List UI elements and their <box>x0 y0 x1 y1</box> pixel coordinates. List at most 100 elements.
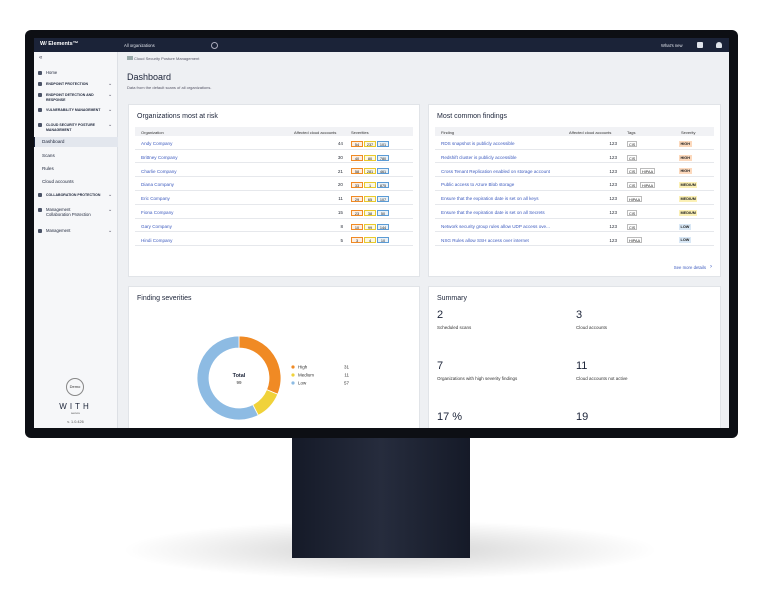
severity-badge: 875 <box>377 182 389 189</box>
nav-item[interactable]: Management <box>46 228 71 233</box>
donut-segment <box>238 335 282 395</box>
nav-icon <box>38 123 42 127</box>
severity-badge: 144 <box>377 223 389 230</box>
legend-value: 31 <box>344 365 350 370</box>
card-title: Most common findings <box>437 113 508 120</box>
nav-item[interactable]: ENDPOINT PROTECTION <box>46 82 89 86</box>
accounts: 123 <box>609 154 617 160</box>
donut-total: 99 <box>236 380 242 385</box>
nav-item[interactable]: Scans <box>42 153 55 158</box>
card-title: Organizations most at risk <box>137 113 218 120</box>
severity-badge: 58 <box>351 168 363 175</box>
severity-badge: 281 <box>364 168 376 175</box>
summary-label: Cloud accounts <box>576 325 608 330</box>
accounts: 5 <box>340 237 343 243</box>
nav-item[interactable]: ENDPOINT DETECTION AND RESPONSE <box>46 93 94 102</box>
column-header: Severity <box>681 129 696 135</box>
row-divider <box>435 162 714 163</box>
org-link[interactable]: Eric Company <box>141 196 170 202</box>
org-link[interactable]: Brittney Company <box>141 154 178 160</box>
finding-link[interactable]: NSG Rules allow SSH access over internet <box>441 237 529 243</box>
help-icon[interactable] <box>697 42 703 48</box>
version: v. 1.0.426 <box>67 420 84 424</box>
severity-badge: 38 <box>364 209 376 216</box>
accounts: 8 <box>340 223 343 229</box>
breadcrumb[interactable]: Cloud Security Posture Management <box>134 56 200 61</box>
row-divider <box>435 245 714 246</box>
nav-chevron: ⌄ <box>108 228 113 234</box>
logo: W/ Elements™ <box>40 41 79 47</box>
legend-swatch <box>291 373 295 377</box>
nav-icon <box>38 208 42 212</box>
legend-value: 57 <box>344 381 350 386</box>
summary-value: 17 % <box>437 411 463 423</box>
row-divider <box>435 189 714 191</box>
row-divider <box>135 176 413 177</box>
column-header: Finding <box>441 129 455 135</box>
row-divider <box>435 148 714 150</box>
severity-badge: 101 <box>377 140 389 147</box>
finding-link[interactable]: Network security group rules allow UDP a… <box>441 223 550 229</box>
severity-badge: HIGH <box>679 154 692 161</box>
nav-item[interactable]: Management <box>46 207 71 212</box>
accounts: 123 <box>609 237 617 243</box>
nav-item[interactable]: Home <box>46 70 58 75</box>
accounts: 123 <box>609 196 617 202</box>
finding-link[interactable]: Cross Tenant Replication enabled on stor… <box>441 168 550 174</box>
nav-subitem[interactable]: Collaboration Protection <box>46 212 91 217</box>
whats-new[interactable]: What's new <box>661 42 683 48</box>
severity-badge: 461 <box>377 168 389 175</box>
row-divider <box>135 203 413 205</box>
finding-link[interactable]: Public access to Azure Blob storage <box>441 182 515 188</box>
column-header: Affected cloud accounts <box>294 129 337 135</box>
org-link[interactable]: Gary Company <box>141 223 172 229</box>
nav-item[interactable]: CLOUD SECURITY POSTURE MANAGEMENT <box>46 123 95 132</box>
nav-item[interactable]: Rules <box>42 166 54 171</box>
accounts: 123 <box>609 182 617 188</box>
severity-badge: 4 <box>364 237 376 244</box>
org-link[interactable]: Fiona Company <box>141 210 174 215</box>
row-divider <box>135 245 413 246</box>
user-icon[interactable] <box>716 42 722 48</box>
nav-item[interactable]: COLLABORATION PROTECTION <box>46 193 101 197</box>
org-selector[interactable]: All organizations <box>124 42 155 48</box>
org-link[interactable]: Andy Company <box>141 141 173 146</box>
legend-label: High <box>298 365 308 370</box>
org-link[interactable]: Hindi Company <box>141 237 173 243</box>
nav-item[interactable]: Dashboard <box>42 139 65 144</box>
finding-link[interactable]: Ensure that the expiration date is set o… <box>441 210 545 215</box>
row-divider <box>435 203 714 205</box>
summary-value: 7 <box>437 360 444 372</box>
breadcrumb-icon <box>127 56 133 60</box>
see-more[interactable]: See more details <box>673 265 706 270</box>
row-divider <box>435 231 714 232</box>
info-icon[interactable] <box>211 41 218 49</box>
collapse-icon[interactable]: « <box>39 55 43 61</box>
severity-badge: LOW <box>679 223 691 230</box>
org-link[interactable]: Diana Company <box>141 182 174 188</box>
tag: CIS <box>627 140 638 147</box>
severity-badge: 780 <box>377 154 389 161</box>
nav-chevron: ⌄ <box>108 122 113 128</box>
summary-value: 19 <box>576 411 589 423</box>
nav-chevron: ⌄ <box>108 192 113 198</box>
org-link[interactable]: Charlie Company <box>141 168 177 174</box>
finding-link[interactable]: Redshift cluster is publicly accessible <box>441 154 517 160</box>
legend-label: Low <box>298 381 307 386</box>
row-divider <box>135 148 413 150</box>
severity-badge: 29 <box>351 196 363 202</box>
summary-value: 11 <box>576 360 588 372</box>
nav-item[interactable]: VULNERABILITY MANAGEMENT <box>46 108 101 112</box>
summary-label: Scheduled scans <box>437 325 472 330</box>
table-header <box>435 127 714 136</box>
nav-item[interactable]: Cloud accounts <box>42 179 74 184</box>
severity-badge: 10 <box>351 223 363 230</box>
finding-link[interactable]: RDS snapshot is publicly accessible <box>441 141 515 146</box>
chevron[interactable]: › <box>710 263 712 270</box>
accounts: 123 <box>609 223 617 229</box>
row-divider <box>135 162 413 163</box>
severity-badge: MEDIUM <box>679 182 698 189</box>
tag: CIS <box>627 182 638 189</box>
finding-link[interactable]: Ensure that the expiration date is set o… <box>441 196 539 202</box>
